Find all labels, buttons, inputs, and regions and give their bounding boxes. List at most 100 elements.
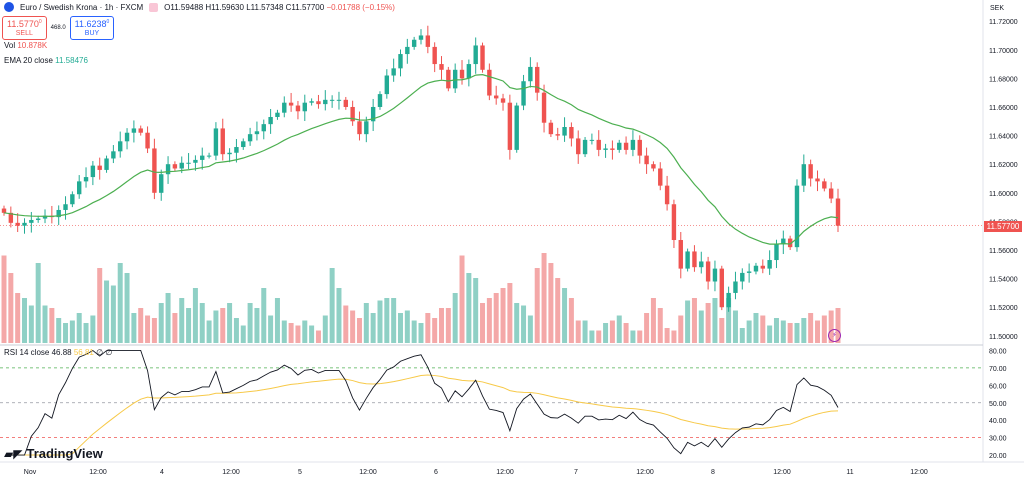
candle-body	[186, 162, 191, 164]
volume-bar	[596, 330, 602, 343]
buy-button[interactable]: 11.62380 BUY	[69, 16, 115, 40]
candle-body	[712, 268, 718, 282]
lightning-icon[interactable]: ⚡	[828, 329, 841, 342]
candle-body	[548, 122, 554, 135]
volume-bar	[726, 298, 732, 343]
volume-bar	[22, 298, 28, 343]
volume-bar	[753, 313, 759, 343]
volume-bar	[1, 255, 7, 343]
candle-body	[336, 99, 342, 101]
candle-body	[377, 94, 383, 107]
candle-body	[528, 66, 533, 82]
price-tick-label: 11.62000	[989, 162, 1018, 169]
ema-legend[interactable]: EMA 20 close 11.58476	[4, 56, 88, 65]
time-tick-label: 12:00	[89, 469, 107, 476]
volume-bar	[254, 308, 260, 343]
volume-bar	[445, 308, 451, 343]
volume-bar	[678, 315, 684, 343]
volume-bar	[397, 313, 403, 343]
time-tick-label: 12:00	[910, 469, 928, 476]
volume-bar	[685, 300, 691, 343]
volume-bar	[42, 305, 48, 343]
candle-body	[213, 128, 219, 156]
volume-bar	[616, 315, 622, 343]
volume-bar	[274, 298, 280, 343]
visibility-icon[interactable]	[149, 2, 159, 12]
ema-line	[3, 74, 839, 245]
volume-bar	[186, 308, 192, 343]
volume-bar	[609, 320, 615, 343]
sell-button[interactable]: 11.57700 SELL	[2, 16, 47, 40]
volume-bar	[240, 325, 246, 343]
candle-body	[234, 147, 239, 153]
rsi-legend[interactable]: RSI 14 close 46.88 56.81 ∅ ∅	[4, 348, 113, 357]
time-tick-label: 12:00	[636, 469, 654, 476]
volume-bar	[411, 320, 417, 343]
candle-body	[179, 162, 184, 169]
symbol-title[interactable]: Euro / Swedish Krona · 1h · FXCM	[20, 2, 144, 12]
rsi-tick-label: 20.00	[989, 453, 1007, 460]
candle-body	[541, 92, 547, 123]
volume-bar	[90, 315, 96, 343]
price-candles	[1, 25, 841, 312]
volume-legend[interactable]: Vol 10.878K	[4, 41, 48, 50]
symbol-header: Euro / Swedish Krona · 1h · FXCM O11.594…	[4, 2, 395, 12]
rsi-tick-label: 80.00	[989, 348, 1007, 355]
volume-bar	[302, 320, 308, 343]
candle-body	[774, 244, 779, 261]
candle-body	[261, 124, 266, 132]
volume-bar	[220, 308, 226, 343]
volume-bar	[473, 278, 479, 343]
volume-bar	[746, 320, 752, 343]
volume-bar	[739, 328, 745, 343]
candle-body	[364, 121, 369, 135]
candle-body	[480, 45, 485, 70]
candle-body	[630, 139, 636, 150]
volume-bar	[439, 308, 445, 343]
volume-bar	[657, 308, 663, 343]
volume-bar	[821, 315, 827, 343]
volume-bars	[1, 253, 841, 343]
volume-bar	[158, 303, 164, 343]
candle-body	[576, 138, 581, 155]
time-tick-label: Nov	[24, 469, 37, 476]
price-tick-label: 11.72000	[989, 19, 1018, 26]
time-tick-label: 12:00	[359, 469, 377, 476]
candle-body	[90, 165, 96, 178]
volume-bar	[124, 273, 130, 343]
euro-flag-icon	[4, 2, 14, 12]
candle-body	[227, 152, 232, 155]
candle-body	[589, 139, 595, 141]
volume-bar	[541, 253, 547, 343]
candle-body	[623, 142, 629, 150]
volume-bar	[199, 303, 205, 343]
volume-bar	[247, 303, 253, 343]
volume-bar	[418, 323, 424, 343]
candle-body	[705, 261, 711, 282]
candle-body	[200, 155, 205, 160]
candle-body	[603, 148, 608, 150]
volume-bar	[432, 318, 438, 343]
price-tick-label: 11.50000	[989, 334, 1018, 341]
candle-body	[138, 128, 143, 133]
candle-body	[63, 204, 68, 210]
candle-body	[678, 240, 683, 269]
volume-bar	[664, 328, 670, 343]
volume-bar	[8, 273, 14, 343]
volume-bar	[131, 313, 137, 343]
rsi-tick-label: 50.00	[989, 401, 1007, 408]
volume-bar	[637, 330, 643, 343]
candle-body	[295, 105, 301, 112]
price-tick-label: 11.56000	[989, 248, 1018, 255]
volume-bar	[179, 298, 185, 343]
volume-bar	[350, 310, 356, 343]
candle-body	[514, 105, 519, 150]
tradingview-logo[interactable]: ▰◤ TradingView	[4, 446, 103, 461]
candle-body	[801, 164, 807, 186]
candle-body	[828, 188, 834, 199]
candle-body	[275, 112, 280, 117]
volume-bar	[801, 318, 807, 343]
volume-bar	[486, 298, 492, 343]
